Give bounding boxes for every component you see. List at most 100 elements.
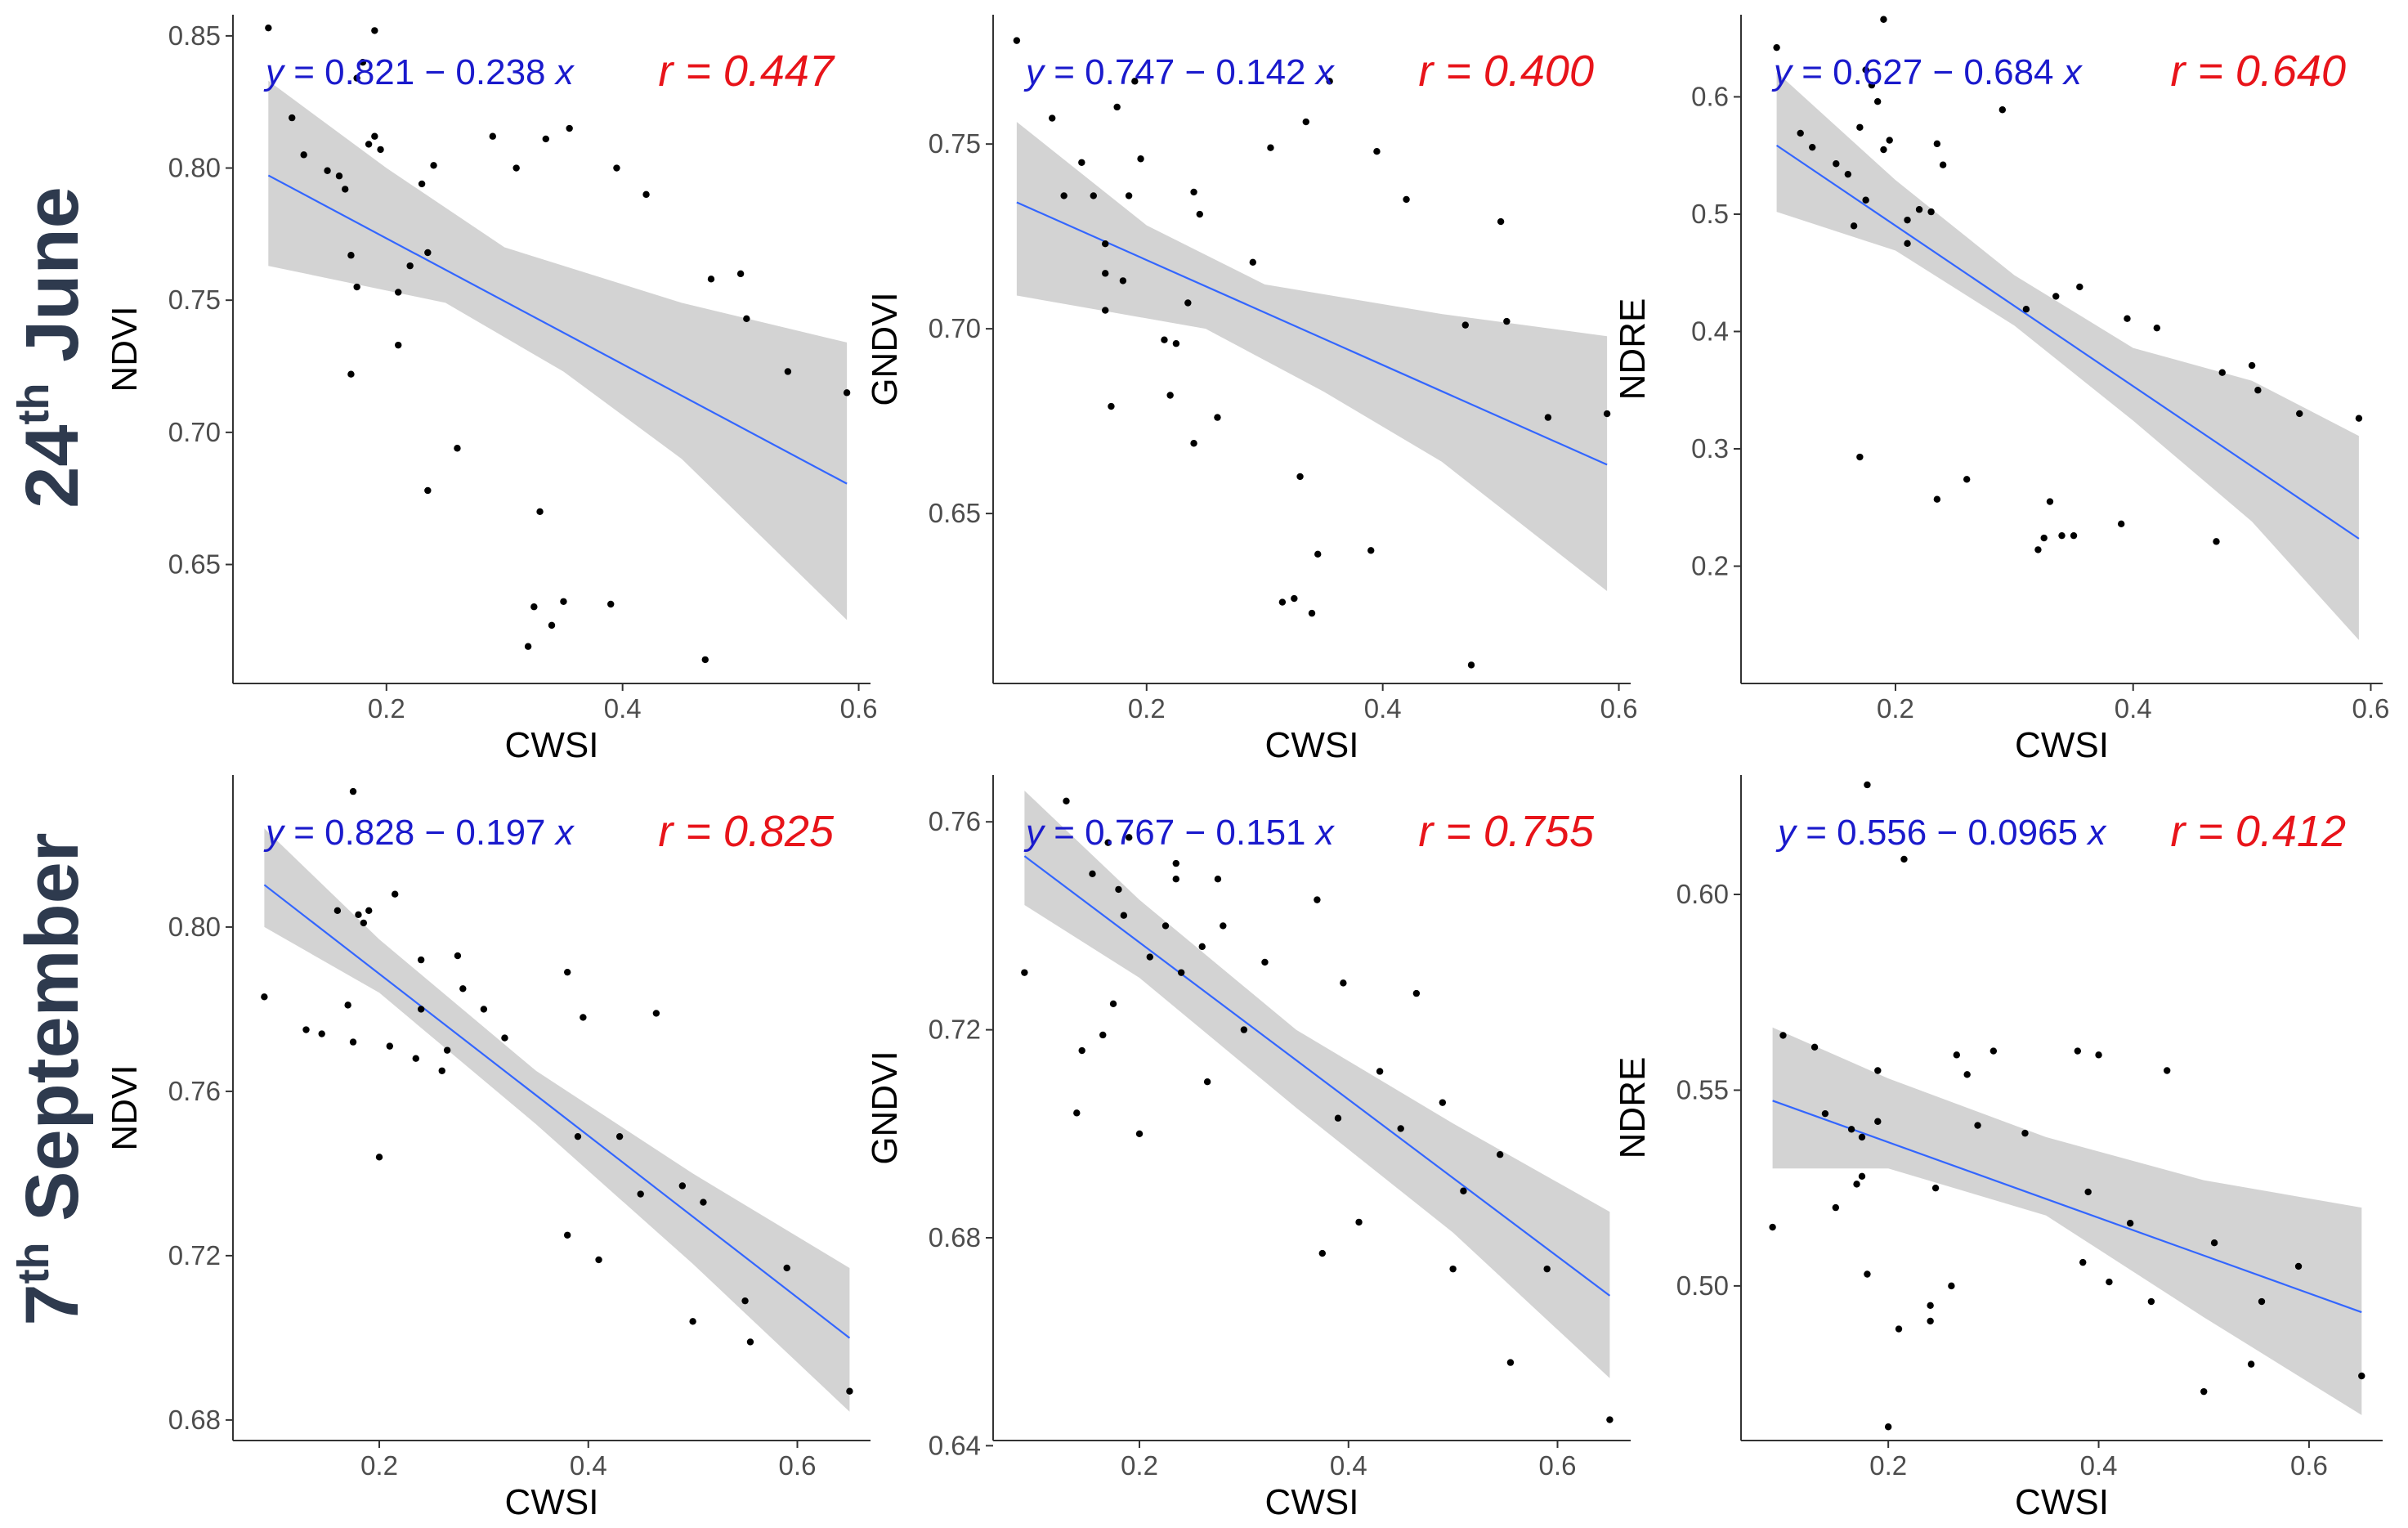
data-point <box>741 1297 749 1305</box>
data-point <box>595 1256 602 1264</box>
x-tick-label: 0.4 <box>1364 693 1402 724</box>
data-point <box>2076 283 2084 291</box>
data-point <box>2021 1129 2029 1137</box>
y-tick-label: 0.64 <box>929 1430 981 1460</box>
y-tick-label: 0.2 <box>1691 550 1729 580</box>
y-axis-title: NDVI <box>105 1064 145 1150</box>
y-tick-label: 0.60 <box>1676 879 1729 909</box>
data-point <box>2147 1297 2155 1306</box>
equation-rhs: = 0.828 − 0.197 <box>284 813 556 853</box>
data-point <box>700 1199 707 1206</box>
correlation-r: r = 0.400 <box>1418 47 1594 96</box>
y-tick-label: 0.76 <box>168 1076 221 1106</box>
data-point <box>1137 155 1144 163</box>
data-point <box>1334 1114 1342 1122</box>
data-point <box>2218 369 2226 376</box>
data-point <box>2124 315 2131 322</box>
regression-equation: y = 0.828 − 0.197 x <box>263 813 575 853</box>
data-point <box>613 164 620 172</box>
data-point <box>1373 148 1381 155</box>
data-point <box>1120 912 1128 919</box>
data-point <box>707 276 715 283</box>
x-tick-label: 0.2 <box>368 693 405 724</box>
data-point <box>563 1231 571 1239</box>
data-point <box>1220 922 1227 930</box>
x-axis-title: CWSI <box>2015 1482 2109 1522</box>
data-point <box>548 621 556 630</box>
data-point <box>615 1132 624 1140</box>
data-point <box>1190 440 1197 447</box>
data-point <box>1821 1109 1829 1118</box>
y-tick-label: 0.75 <box>168 285 221 315</box>
data-point <box>1161 922 1170 930</box>
data-point <box>1773 43 1780 52</box>
data-point <box>1874 1067 1882 1074</box>
data-point <box>1880 146 1887 154</box>
data-point <box>406 262 414 270</box>
data-point <box>342 186 349 193</box>
data-point <box>1161 336 1168 343</box>
plot-area <box>265 24 851 664</box>
data-point <box>1856 453 1864 461</box>
equation-x: x <box>2086 813 2107 853</box>
data-point <box>2163 1067 2171 1074</box>
data-point <box>1314 896 1321 903</box>
data-point <box>1104 839 1112 846</box>
confidence-band <box>1776 72 2359 640</box>
regression-line <box>1016 201 1608 466</box>
row-label-superscript: th <box>9 1242 58 1284</box>
data-point <box>1099 1031 1107 1039</box>
data-point <box>489 132 496 140</box>
data-point <box>2034 546 2042 553</box>
confidence-band <box>1024 791 1610 1378</box>
data-point <box>347 252 355 259</box>
x-tick-label: 0.2 <box>1877 693 1914 724</box>
data-point <box>566 124 573 132</box>
row-label-number: 24 <box>11 424 94 508</box>
data-point <box>1809 143 1816 151</box>
y-tick-label: 0.70 <box>929 313 981 343</box>
y-tick-label: 0.72 <box>929 1015 981 1045</box>
equation-x: x <box>1314 52 1336 92</box>
data-point <box>1850 222 1858 230</box>
data-point <box>1126 834 1133 841</box>
data-point <box>1267 144 1274 151</box>
data-point <box>560 598 567 605</box>
data-point <box>1367 547 1375 554</box>
data-point <box>1172 875 1179 883</box>
data-point <box>1603 410 1611 418</box>
data-point <box>2355 414 2363 422</box>
data-point <box>424 249 432 257</box>
data-point <box>395 289 402 296</box>
data-point <box>386 1042 394 1050</box>
data-point <box>1078 159 1085 166</box>
row-label-text: June <box>11 186 94 383</box>
data-point <box>1196 210 1203 218</box>
data-point <box>417 956 425 964</box>
y-axis-title: NDRE <box>1613 298 1653 401</box>
data-point <box>580 1014 587 1021</box>
data-point <box>1467 661 1475 669</box>
data-point <box>359 58 367 66</box>
data-point <box>530 603 538 611</box>
y-tick-label: 0.68 <box>929 1222 981 1252</box>
data-point <box>1198 943 1206 951</box>
data-point <box>1844 170 1852 178</box>
y-axis-title: NDRE <box>1613 1057 1653 1159</box>
data-point <box>678 1182 687 1190</box>
data-point <box>1296 473 1304 481</box>
confidence-band <box>1016 122 1608 592</box>
data-point <box>360 919 368 927</box>
y-tick-label: 0.55 <box>1676 1074 1729 1105</box>
y-axis-title: GNDVI <box>865 1051 905 1164</box>
x-tick-label: 0.4 <box>570 1450 607 1481</box>
data-point <box>2296 410 2303 418</box>
data-point <box>2074 1047 2082 1055</box>
y-axis-title: GNDVI <box>865 292 905 406</box>
data-point <box>701 656 709 664</box>
correlation-r: r = 0.447 <box>658 47 835 96</box>
data-point <box>846 1387 853 1395</box>
plot-area <box>261 787 853 1412</box>
data-point <box>1240 1026 1248 1033</box>
correlation-r: r = 0.825 <box>658 807 835 856</box>
